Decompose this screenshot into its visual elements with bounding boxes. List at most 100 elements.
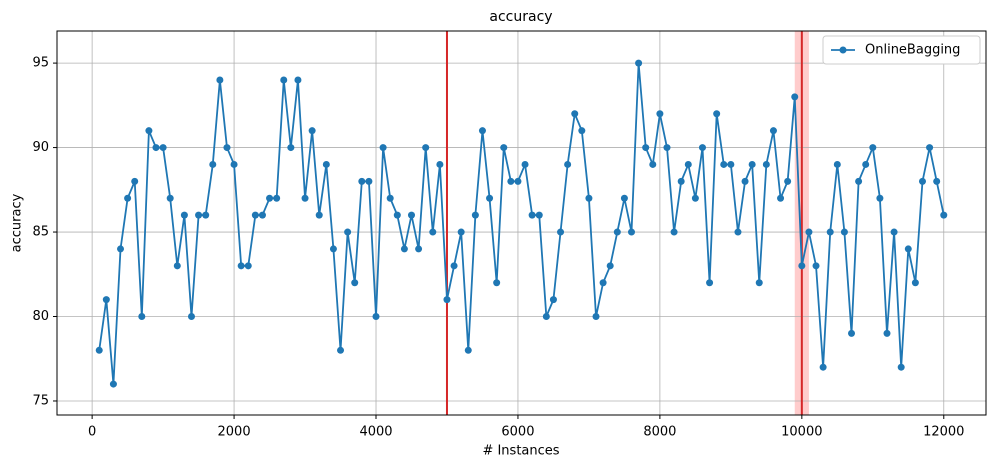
x-tick-label: 0 [88,425,96,440]
y-axis-label: accuracy [10,193,25,252]
data-point [613,228,621,236]
data-point [635,59,643,67]
data-point [109,380,117,388]
y-tick-label: 95 [32,56,49,71]
data-point [840,228,848,236]
data-point [762,160,770,168]
data-point [450,262,458,270]
data-point [599,279,607,287]
data-point [904,245,912,253]
data-point [237,262,245,270]
data-point [784,177,792,185]
data-point [266,194,274,202]
data-point [940,211,948,219]
data-point [713,110,721,118]
data-point [273,194,281,202]
data-point [365,177,373,185]
legend-label: OnlineBagging [865,43,960,58]
data-point [486,194,494,202]
data-point [628,228,636,236]
data-point [173,262,181,270]
data-point [436,160,444,168]
data-point [251,211,259,219]
data-point [202,211,210,219]
data-point [102,296,110,304]
data-point [138,313,146,321]
data-point [187,313,195,321]
data-point [670,228,678,236]
data-point [280,76,288,84]
data-point [294,76,302,84]
data-point [649,160,657,168]
x-tick-label: 4000 [359,425,392,440]
data-point [351,279,359,287]
data-point [230,160,238,168]
data-point [400,245,408,253]
data-point [876,194,884,202]
data-point [95,346,103,354]
data-point [500,144,508,152]
data-point [159,144,167,152]
data-point [528,211,536,219]
legend-marker [839,46,847,54]
data-point [478,127,486,135]
y-tick-label: 90 [32,140,49,155]
data-point [691,194,699,202]
data-point [216,76,224,84]
data-point [819,363,827,371]
data-point [933,177,941,185]
data-point [585,194,593,202]
data-point [848,329,856,337]
data-point [564,160,572,168]
data-point [471,211,479,219]
data-point [301,194,309,202]
x-tick-label: 6000 [501,425,534,440]
data-point [833,160,841,168]
data-point [415,245,423,253]
data-point [734,228,742,236]
data-point [457,228,465,236]
data-point [557,228,565,236]
data-point [429,228,437,236]
data-point [549,296,557,304]
data-point [507,177,515,185]
data-point [826,228,834,236]
data-point [862,160,870,168]
data-point [393,211,401,219]
data-point [777,194,785,202]
x-axis-label: # Instances [482,444,559,459]
data-point [443,296,451,304]
data-point [514,177,522,185]
data-point [315,211,323,219]
data-point [897,363,905,371]
data-point [422,144,430,152]
data-point [180,211,188,219]
x-tick-label: 10000 [781,425,822,440]
data-point [358,177,366,185]
data-point [855,177,863,185]
x-tick-label: 12000 [923,425,964,440]
data-point [748,160,756,168]
data-point [464,346,472,354]
series-line [98,63,945,385]
data-point [642,144,650,152]
data-point [805,228,813,236]
data-point [209,160,217,168]
y-tick-label: 75 [32,393,49,408]
data-point [223,144,231,152]
y-tick-label: 85 [32,225,49,240]
data-point [166,194,174,202]
data-point [769,127,777,135]
data-point [791,93,799,101]
data-point [195,211,203,219]
data-point [386,194,394,202]
x-tick-label: 8000 [643,425,676,440]
data-point [337,346,345,354]
data-point [521,160,529,168]
data-point [145,127,153,135]
data-point [918,177,926,185]
data-point [741,177,749,185]
y-tick-label: 80 [32,309,49,324]
plot-frame [56,30,987,416]
